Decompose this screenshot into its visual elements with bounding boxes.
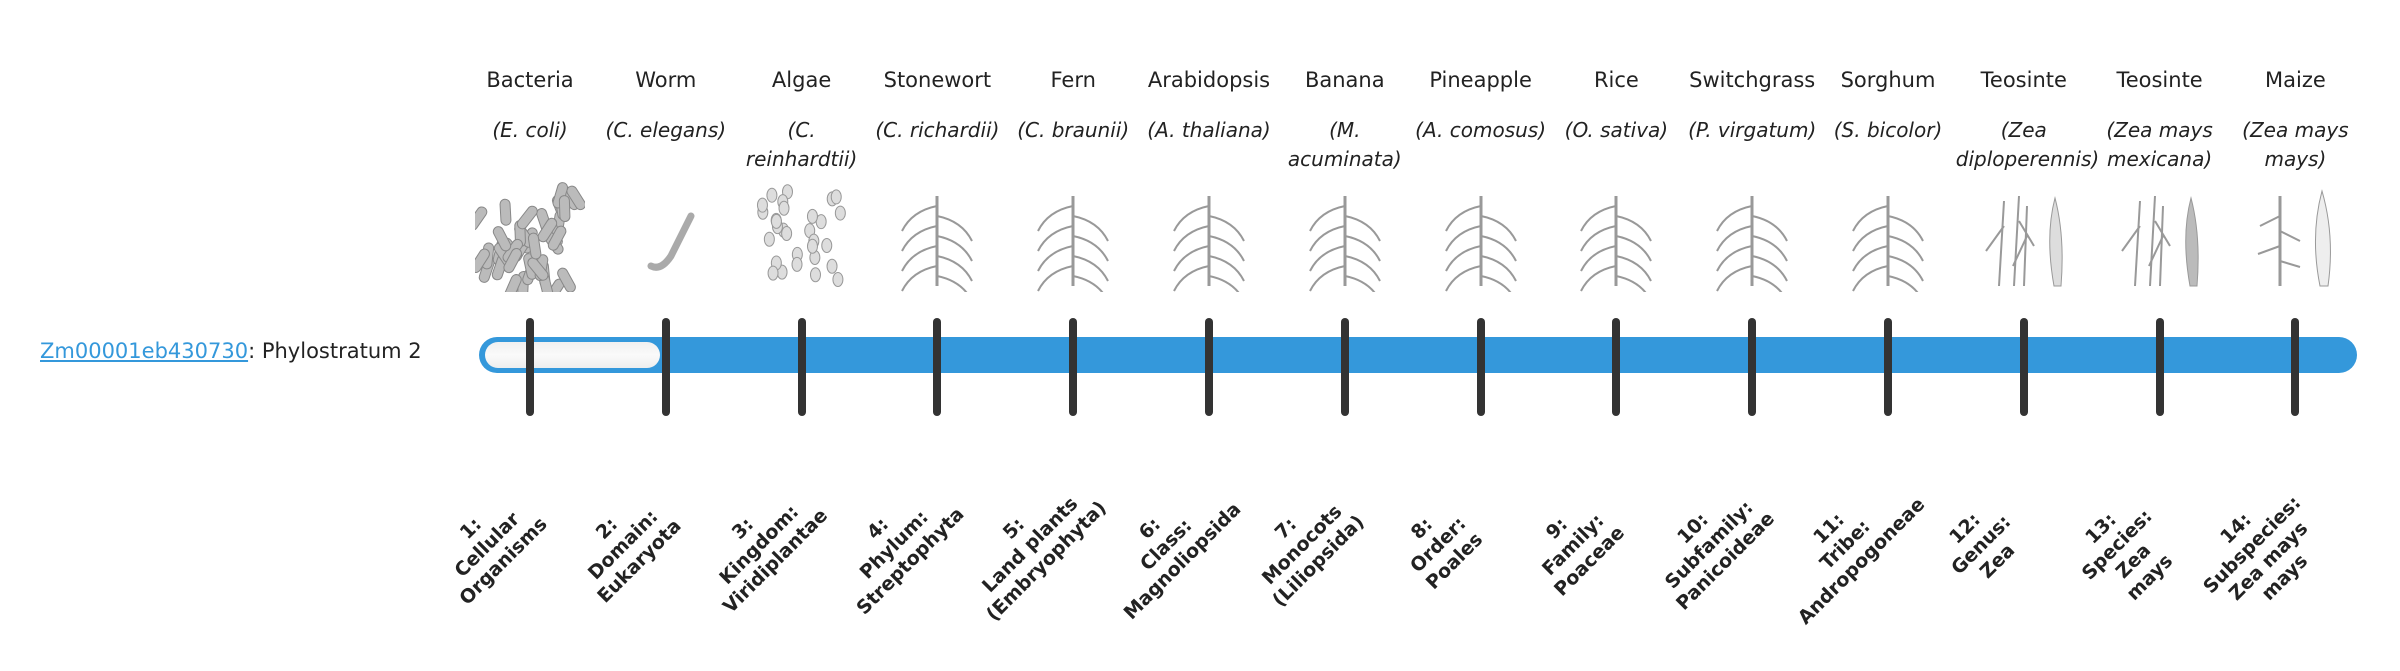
organism-common-name: Stonewort bbox=[869, 66, 1005, 106]
stratum-tick bbox=[1205, 318, 1213, 416]
organism-common-name: Worm bbox=[598, 66, 734, 106]
teosinte-image bbox=[2105, 176, 2215, 292]
sorghum-image bbox=[1833, 176, 1943, 292]
maize-image bbox=[2240, 176, 2350, 292]
organism-common-name: Teosinte bbox=[2092, 66, 2228, 106]
worm-image bbox=[611, 176, 721, 292]
pineapple-image bbox=[1426, 176, 1536, 292]
stratum-tick bbox=[526, 318, 534, 416]
stratum-tick bbox=[1748, 318, 1756, 416]
teosinte-image bbox=[1969, 176, 2079, 292]
stratum-tick bbox=[2156, 318, 2164, 416]
organism-common-name: Algae bbox=[734, 66, 870, 106]
stratum-tick bbox=[1341, 318, 1349, 416]
organism-common-name: Pineapple bbox=[1413, 66, 1549, 106]
stonewort-image bbox=[882, 176, 992, 292]
phylostratum-bar bbox=[479, 337, 2357, 373]
phylostratum-text: Phylostratum 2 bbox=[262, 339, 422, 363]
organism-common-name: Sorghum bbox=[1820, 66, 1956, 106]
organism-common-name: Rice bbox=[1548, 66, 1684, 106]
organism-common-name: Bacteria bbox=[462, 66, 598, 106]
switchgrass-image bbox=[1697, 176, 1807, 292]
banana-image bbox=[1290, 176, 1400, 292]
fern-image bbox=[1018, 176, 1128, 292]
stratum-tick bbox=[1477, 318, 1485, 416]
organism-common-name: Maize bbox=[2227, 66, 2363, 106]
organism-common-name: Banana bbox=[1277, 66, 1413, 106]
arabidopsis-image bbox=[1154, 176, 1264, 292]
organism-common-name: Switchgrass bbox=[1684, 66, 1820, 106]
stratum-tick bbox=[2291, 318, 2299, 416]
organism-common-name: Arabidopsis bbox=[1141, 66, 1277, 106]
rice-image bbox=[1561, 176, 1671, 292]
stratum-tick bbox=[798, 318, 806, 416]
stratum-tick bbox=[662, 318, 670, 416]
algae-image bbox=[747, 176, 857, 292]
stratum-tick bbox=[1612, 318, 1620, 416]
gene-id-link[interactable]: Zm00001eb430730 bbox=[40, 339, 248, 363]
stratum-tick bbox=[1069, 318, 1077, 416]
bar-empty-region bbox=[485, 342, 660, 368]
organism-common-name: Fern bbox=[1005, 66, 1141, 106]
bacteria-image bbox=[475, 176, 585, 292]
organism-common-name: Teosinte bbox=[1956, 66, 2092, 106]
separator: : bbox=[248, 339, 262, 363]
gene-label: Zm00001eb430730: Phylostratum 2 bbox=[40, 339, 422, 363]
stratum-tick bbox=[2020, 318, 2028, 416]
stratum-tick bbox=[933, 318, 941, 416]
stratum-tick bbox=[1884, 318, 1892, 416]
